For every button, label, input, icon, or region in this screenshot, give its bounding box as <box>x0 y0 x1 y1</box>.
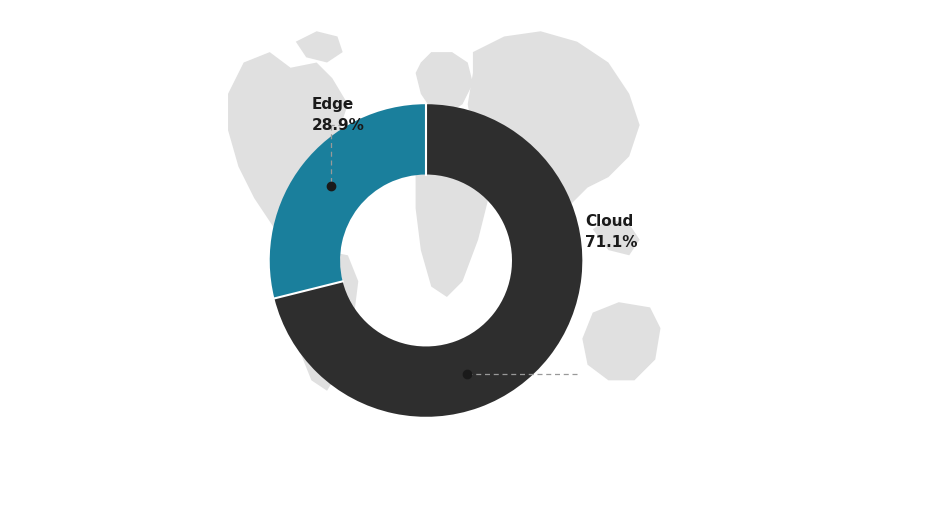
Polygon shape <box>583 302 660 380</box>
Wedge shape <box>270 104 426 299</box>
Text: 71.1%: 71.1% <box>585 235 637 250</box>
Polygon shape <box>468 31 640 219</box>
Wedge shape <box>275 104 583 417</box>
Polygon shape <box>415 52 473 115</box>
Polygon shape <box>296 250 358 391</box>
Polygon shape <box>415 125 488 297</box>
Polygon shape <box>593 219 640 255</box>
Polygon shape <box>296 31 342 63</box>
Polygon shape <box>530 198 561 250</box>
Text: 28.9%: 28.9% <box>312 118 364 133</box>
Text: Cloud: Cloud <box>585 214 634 229</box>
Polygon shape <box>228 52 348 245</box>
Text: Edge: Edge <box>312 97 353 112</box>
